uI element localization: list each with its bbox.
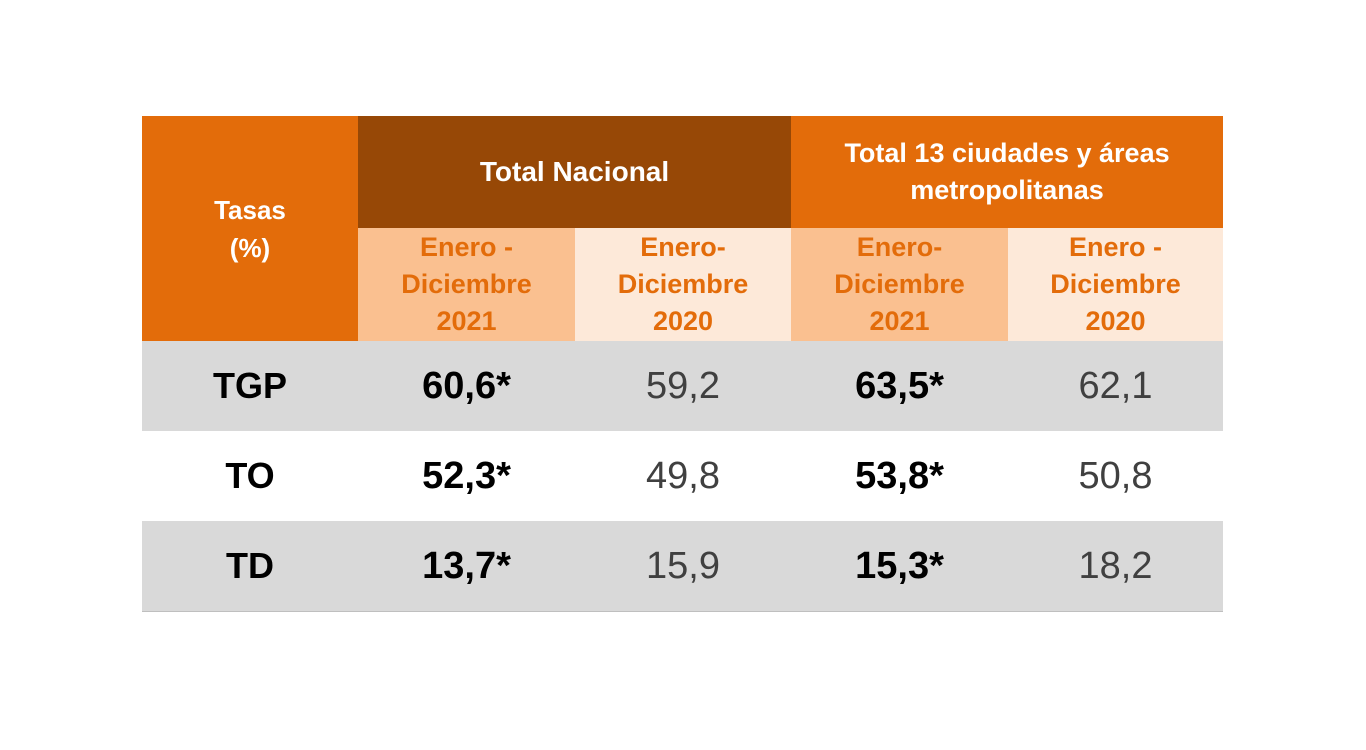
value-cell: 49,8 [575, 431, 792, 521]
period-header: Enero-Diciembre 2020 [575, 228, 792, 341]
header-row: Tasas (%) Total Nacional Total 13 ciudad… [142, 116, 1224, 341]
row-label: TGP [142, 341, 358, 431]
value-cell: 15,9 [575, 521, 792, 612]
value-cell: 60,6* [358, 341, 575, 431]
row-label: TD [142, 521, 358, 612]
row-label: TO [142, 431, 358, 521]
value-cell: 13,7* [358, 521, 575, 612]
value-cell: 50,8 [1008, 431, 1224, 521]
value-cell: 63,5* [791, 341, 1009, 431]
corner-label: Tasas (%) [214, 194, 286, 263]
data-row: TO 52,3* 49,8 53,8* 50,8 [142, 431, 1224, 521]
value-cell: 62,1 [1008, 341, 1224, 431]
value-cell: 18,2 [1008, 521, 1224, 612]
corner-cell: Tasas (%) [142, 116, 358, 341]
value-cell: 59,2 [575, 341, 792, 431]
data-row: TGP 60,6* 59,2 63,5* 62,1 [142, 341, 1224, 431]
group-header: Total Nacional [358, 116, 792, 228]
period-header: Enero - Diciembre 2020 [1008, 228, 1224, 341]
group-header: Total 13 ciudades y áreas metropolitanas [791, 116, 1224, 228]
period-row: Enero - Diciembre 2021 Enero-Diciembre 2… [142, 228, 1224, 341]
rates-table: Tasas (%) Total Nacional Total 13 ciudad… [142, 116, 1224, 612]
data-row: TD 13,7* 15,9 15,3* 18,2 [142, 521, 1224, 612]
period-header: Enero - Diciembre 2021 [358, 228, 575, 341]
value-cell: 15,3* [791, 521, 1009, 612]
value-cell: 53,8* [791, 431, 1009, 521]
value-cell: 52,3* [358, 431, 575, 521]
period-header: Enero-Diciembre 2021 [791, 228, 1009, 341]
